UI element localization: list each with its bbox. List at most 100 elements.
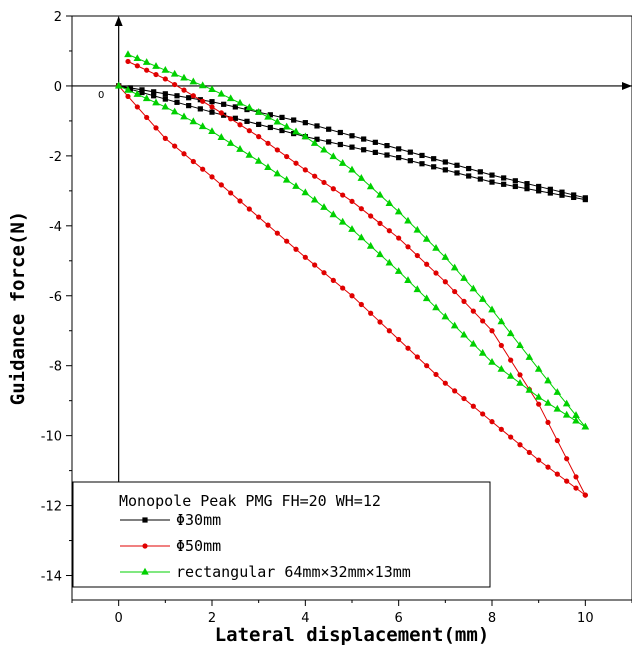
data-point [404,216,412,224]
x-axis-title: Lateral displacement(mm) [215,624,490,646]
data-point [246,206,252,212]
data-point [125,58,131,65]
data-point [480,318,486,324]
data-point [337,129,343,136]
data-point [544,398,552,406]
data-point [302,120,308,126]
data-point [564,456,570,462]
data-point [133,54,142,62]
y-tick-label: -10 [41,430,62,445]
data-point [414,354,420,360]
data-point [349,144,355,150]
data-point [310,139,319,146]
data-point [450,263,459,271]
data-point [559,192,565,198]
data-point [144,67,150,73]
data-point [366,241,375,249]
data-point [279,114,285,121]
x-tick-label: 8 [488,611,496,626]
data-point [244,118,250,124]
data-point [562,410,571,418]
data-point [151,89,157,95]
legend-marker [142,517,148,523]
data-point [153,71,159,78]
data-point [525,353,534,360]
data-point [218,182,224,188]
data-point [442,159,448,165]
legend-marker [141,567,149,575]
data-point [508,357,514,363]
data-point [489,419,495,425]
series-line [127,54,586,428]
data-point [497,317,506,325]
legend-marker [142,543,148,549]
data-point [340,192,346,198]
data-point [326,126,332,132]
data-point [142,58,151,65]
data-point [245,103,254,111]
data-point [321,270,327,276]
data-point [228,116,234,122]
data-point [461,395,467,402]
data-point [237,198,243,204]
data-point [581,422,590,430]
data-point [329,152,338,160]
data-point [293,160,299,166]
data-point [525,385,534,393]
data-point [454,170,460,176]
legend-label: Φ50mm [176,537,221,555]
data-point [337,141,343,148]
data-point [172,81,178,88]
data-point [405,244,411,250]
legend: Monopole Peak PMG FH=20 WH=12 Φ30mm Φ50mm… [72,481,491,588]
data-point [478,295,487,302]
data-point [133,90,142,97]
data-point [180,112,188,120]
x-tick-label: 0 [115,611,123,626]
data-point [545,464,551,470]
data-point [559,189,565,195]
data-point [162,96,168,102]
legend-label: Φ30mm [176,511,221,529]
data-point [431,164,437,170]
data-point [134,104,140,110]
data-point [386,328,392,334]
data-point [125,93,131,100]
data-point [404,276,412,283]
data-point [414,252,420,259]
data-point [358,301,364,308]
data-point [217,133,226,140]
data-point [209,104,215,110]
data-point [508,434,514,440]
data-point [302,254,308,260]
data-point [200,98,206,104]
data-point [396,336,402,343]
data-point [348,225,356,232]
data-point [124,85,132,93]
data-point [200,166,206,172]
data-point [431,156,437,162]
data-point [498,342,504,349]
data-point [442,167,448,173]
data-point [170,107,179,115]
data-point [376,250,384,258]
legend-entries: Φ30mm Φ50mm rectangular 64mm×32mm×13mm [120,511,411,581]
data-point [273,169,282,177]
data-point [422,234,431,242]
data-point [498,426,504,432]
data-point [544,376,552,384]
data-point [536,183,542,190]
data-point [424,261,430,267]
data-point [279,127,285,134]
data-point [221,112,227,118]
data-point [372,149,378,155]
data-point [161,66,170,73]
data-point [190,93,196,99]
data-point [282,122,291,130]
series-0 [116,83,588,203]
data-point [198,122,207,130]
y-tick-label: -12 [41,500,62,515]
data-point [181,87,187,93]
data-point [571,194,577,201]
data-point [237,122,243,128]
